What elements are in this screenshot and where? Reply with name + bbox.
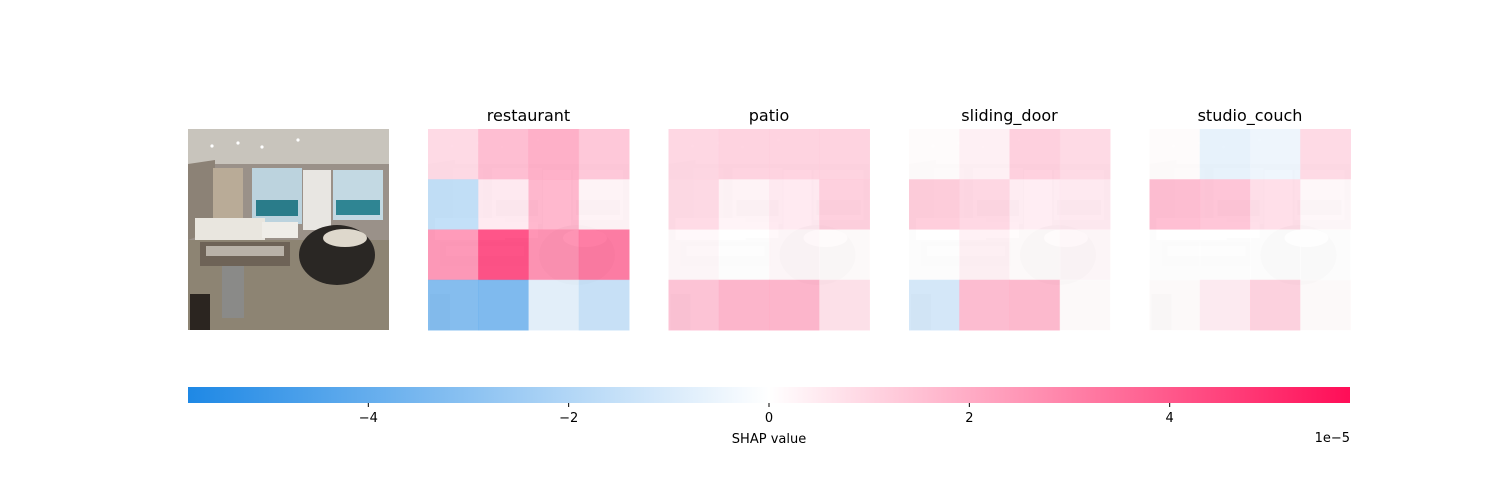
heatmap-cell: [528, 179, 580, 230]
heatmap-cell: [959, 179, 1010, 230]
heatmap-cell: [1199, 129, 1251, 180]
colorbar-tick-label: 0: [765, 411, 773, 426]
heatmap-cell: [1009, 129, 1061, 180]
heatmap-cell: [668, 129, 720, 180]
heatmap-cell: [959, 229, 1010, 281]
heatmap-cell: [428, 129, 479, 180]
heatmap-cell: [1300, 229, 1351, 281]
panel-title: studio_couch: [1198, 106, 1303, 126]
heatmap-cell: [578, 279, 630, 331]
colorbar-label: SHAP value: [732, 432, 806, 447]
colorbar-tick-label: −2: [559, 411, 578, 426]
heatmap-cell: [1199, 279, 1251, 331]
heatmap-cell: [1149, 179, 1201, 230]
heatmap-cell: [769, 279, 820, 331]
heatmap-cell: [478, 229, 529, 281]
heatmap-cell: [428, 179, 479, 230]
heatmap-cell: [1250, 129, 1301, 180]
heatmap-cell: [819, 279, 870, 331]
colorbar-scale-text: 1e−5: [1315, 431, 1350, 446]
heatmap-cell: [909, 179, 960, 230]
panel-studio-couch: studio_couch: [1149, 106, 1351, 331]
heatmap-cell: [578, 129, 630, 180]
heatmap-cell: [819, 129, 870, 180]
heatmap-cell: [769, 129, 820, 180]
heatmap-cell: [578, 179, 630, 230]
heatmap-cell: [1199, 179, 1251, 230]
heatmap-cell: [1149, 229, 1201, 281]
heatmap-cell: [1199, 229, 1251, 281]
panel-sliding-door: sliding_door: [909, 106, 1111, 331]
panel-title: sliding_door: [961, 106, 1058, 126]
heatmap-cell: [1149, 129, 1201, 180]
heatmap-cell: [819, 229, 870, 281]
heatmap-cell: [909, 229, 960, 281]
colorbar-tick-label: −4: [359, 411, 378, 426]
panel-title: restaurant: [487, 106, 570, 125]
heatmap-cell: [909, 279, 960, 331]
original-image: [188, 129, 389, 330]
heatmap-cell: [1009, 229, 1061, 281]
heatmap-cell: [428, 279, 479, 331]
heatmap-cell: [1059, 129, 1111, 180]
heatmap-cell: [1149, 279, 1201, 331]
panel-title: patio: [749, 106, 789, 125]
heatmap-cell: [528, 129, 580, 180]
heatmap-cell: [428, 229, 479, 281]
heatmap-cell: [668, 229, 720, 281]
heatmap-cell: [528, 279, 580, 331]
heatmap-cell: [1250, 279, 1301, 331]
heatmap-cell: [909, 129, 960, 180]
heatmap-cell: [718, 129, 770, 180]
heatmap-cell: [478, 279, 529, 331]
heatmap-cell: [769, 179, 820, 230]
heatmap-cell: [478, 129, 529, 180]
heatmap-cell: [1059, 279, 1111, 331]
panel-patio: patio: [668, 106, 870, 331]
panel-restaurant: restaurant: [428, 106, 630, 331]
heatmap-cell: [478, 179, 529, 230]
heatmap-cell: [1300, 279, 1351, 331]
heatmap-cell: [1009, 279, 1061, 331]
heatmap-cell: [819, 179, 870, 230]
heatmap-cell: [718, 279, 770, 331]
shap-panels: restaurant patio sliding_door studio_couch: [428, 106, 1351, 331]
heatmap-cell: [668, 179, 720, 230]
colorbar-tick-label: 2: [965, 411, 973, 426]
heatmap-cell: [959, 279, 1010, 331]
heatmap-cell: [769, 229, 820, 281]
heatmap-cell: [1059, 179, 1111, 230]
heatmap-cell: [1250, 179, 1301, 230]
colorbar-tick-label: 4: [1166, 411, 1174, 426]
heatmap-cell: [1300, 179, 1351, 230]
colorbar-ticks: −4 −2 0 2 4: [359, 403, 1174, 426]
heatmap-cell: [578, 229, 630, 281]
heatmap-cell: [718, 179, 770, 230]
colorbar-gradient: [188, 387, 1350, 403]
heatmap-cell: [668, 279, 720, 331]
heatmap-cell: [959, 129, 1010, 180]
heatmap-cell: [1250, 229, 1301, 281]
heatmap-cell: [1059, 229, 1111, 281]
heatmap-cell: [1009, 179, 1061, 230]
heatmap-cell: [528, 229, 580, 281]
colorbar: −4 −2 0 2 4 SHAP value 1e−5: [188, 387, 1350, 447]
heatmap-cell: [1300, 129, 1351, 180]
heatmap-cell: [718, 229, 770, 281]
